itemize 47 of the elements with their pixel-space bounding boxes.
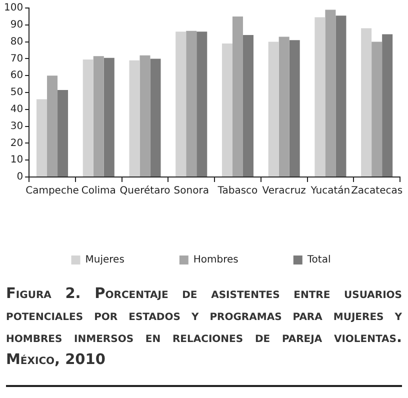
x-tick-label: Veracruz: [262, 186, 306, 197]
y-tick-label: 90: [10, 19, 24, 30]
y-tick-label: 80: [10, 36, 24, 48]
bar: [289, 40, 300, 176]
x-tick-label: Yucatán: [310, 186, 350, 197]
x-tick-label: Querétaro: [120, 186, 170, 197]
y-tick-label: 100: [4, 2, 24, 14]
bar: [176, 32, 186, 176]
bar: [150, 58, 161, 176]
bar: [129, 60, 140, 176]
bar: [372, 42, 382, 176]
bar: [336, 16, 346, 176]
text: Figura 2. Porcentaje de asistentes entre usuarios potenciales por estados y programas para mujeres y hombres inmersos en relaciones de pareja violentas. México, 2010: [6, 285, 402, 370]
x-tick-label: Colima: [81, 186, 116, 197]
y-tick-label: 20: [10, 138, 24, 149]
bar: [232, 16, 243, 176]
y-tick-label: 0: [16, 172, 24, 183]
legend-label: Hombres: [193, 254, 238, 266]
bar: [186, 30, 197, 176]
bar: [82, 60, 94, 176]
bar: [58, 90, 68, 176]
bar: [361, 28, 372, 176]
bar: [140, 55, 150, 176]
legend-label: Mujeres: [85, 254, 124, 266]
bar: [314, 17, 326, 176]
bar: [196, 32, 208, 176]
bar: [47, 76, 58, 176]
bar: [93, 56, 104, 176]
legend-label: Total: [306, 254, 331, 266]
bar: [382, 34, 393, 176]
y-tick-label: 40: [10, 104, 24, 115]
x-tick-label: Tabasco: [216, 186, 258, 197]
bar: [325, 10, 336, 176]
bar: [222, 43, 232, 176]
y-tick-label: 70: [10, 53, 24, 64]
bar: [242, 35, 254, 176]
x-tick-label: Campeche: [26, 186, 79, 197]
y-tick-label: 30: [10, 120, 24, 132]
x-tick-label: Sonora: [174, 186, 209, 197]
bar: [278, 36, 290, 176]
y-tick-label: 50: [10, 87, 24, 98]
bar: [268, 42, 279, 176]
y-tick-label: 60: [10, 70, 24, 82]
y-tick-label: 10: [10, 154, 24, 166]
bar: [104, 58, 114, 176]
x-tick-label: Zacatecas: [351, 186, 403, 197]
bar: [36, 99, 48, 176]
